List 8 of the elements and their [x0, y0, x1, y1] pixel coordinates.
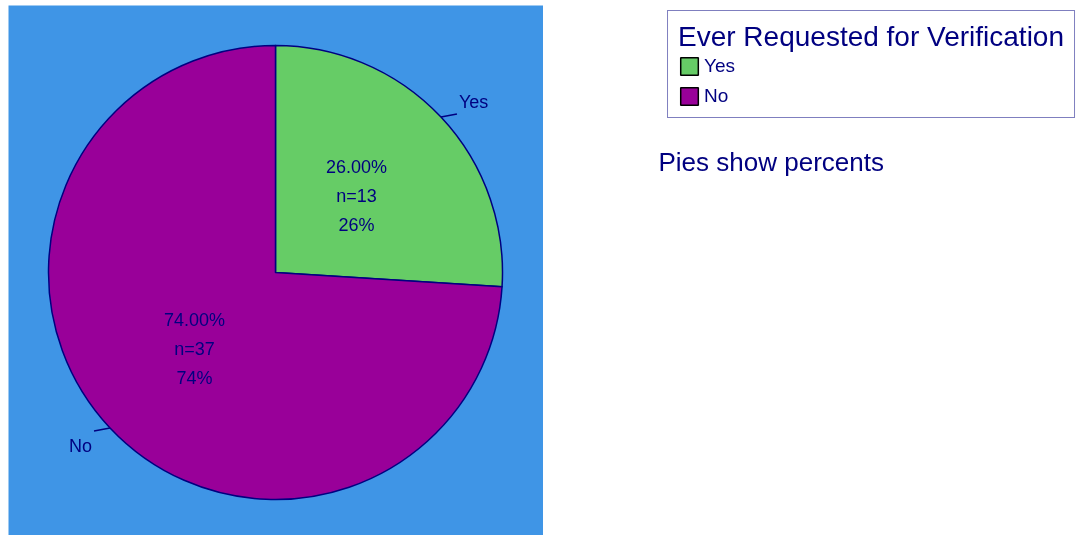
legend-title: Ever Requested for Verification [678, 21, 1064, 53]
slice-label: No [69, 435, 93, 456]
text: Pies show percents [658, 147, 884, 178]
slice-label: Yes [458, 92, 489, 113]
legend-label: No [704, 85, 729, 107]
data-label: 74.00% n=37 74% [163, 309, 225, 388]
legend-label: Yes [704, 55, 736, 77]
data-label: 26.00% n=13 26% [326, 157, 388, 236]
